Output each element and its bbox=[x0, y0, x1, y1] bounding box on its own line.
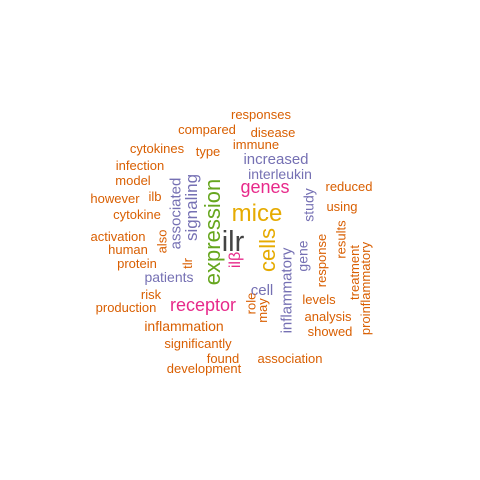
word-inflammation: inflammation bbox=[144, 318, 224, 334]
word-mice: mice bbox=[231, 200, 283, 227]
word-however: however bbox=[90, 190, 140, 206]
word-tlr: tlr bbox=[179, 257, 195, 269]
word-cell: cell bbox=[250, 281, 274, 299]
word-responses: responses bbox=[231, 106, 291, 122]
word-using: using bbox=[326, 198, 358, 214]
word-levels: levels bbox=[302, 291, 336, 307]
word-il-beta: ilβ bbox=[227, 251, 244, 269]
word-analysis: analysis bbox=[304, 308, 352, 324]
word-signaling: signaling bbox=[182, 173, 202, 241]
word-cells: cells bbox=[254, 227, 280, 273]
word-associated: associated bbox=[167, 177, 185, 249]
word-association: association bbox=[257, 350, 323, 366]
word-immune: immune bbox=[232, 136, 280, 152]
word-type: type bbox=[195, 143, 221, 159]
word-response: response bbox=[314, 233, 330, 287]
word-increased: increased bbox=[243, 150, 309, 168]
word-showed: showed bbox=[307, 323, 353, 339]
word-receptor: receptor bbox=[169, 295, 237, 315]
word-development: development bbox=[166, 360, 242, 376]
word-study: study bbox=[301, 188, 317, 222]
word-expression: expression bbox=[199, 178, 225, 286]
word-reduced: reduced bbox=[325, 178, 373, 194]
word-also: also bbox=[154, 229, 170, 253]
word-infection: infection bbox=[115, 157, 165, 173]
word-inflammatory: inflammatory bbox=[278, 247, 296, 333]
word-genes: genes bbox=[240, 177, 290, 197]
word-ilr: ilr bbox=[221, 225, 245, 258]
word-patients: patients bbox=[144, 269, 194, 285]
word-compared: compared bbox=[178, 121, 236, 137]
word-disease: disease bbox=[250, 124, 296, 140]
word-human: human bbox=[108, 241, 148, 257]
word-protein: protein bbox=[117, 255, 157, 271]
word-gene: gene bbox=[295, 240, 311, 272]
word-may: may bbox=[254, 297, 270, 323]
word-significantly: significantly bbox=[164, 335, 232, 351]
word-proinflammatory: proinflammatory bbox=[358, 241, 374, 335]
word-results: results bbox=[333, 219, 349, 259]
word-cytokines: cytokines bbox=[129, 140, 185, 156]
word-risk: risk bbox=[140, 286, 162, 302]
word-production: production bbox=[95, 299, 157, 315]
word-found: found bbox=[206, 350, 240, 366]
word-model: model bbox=[115, 172, 151, 188]
word-cytokine: cytokine bbox=[113, 206, 161, 222]
word-ilb: ilb bbox=[148, 188, 162, 204]
word-interleukin: interleukin bbox=[248, 166, 312, 182]
word-activation: activation bbox=[90, 228, 146, 244]
